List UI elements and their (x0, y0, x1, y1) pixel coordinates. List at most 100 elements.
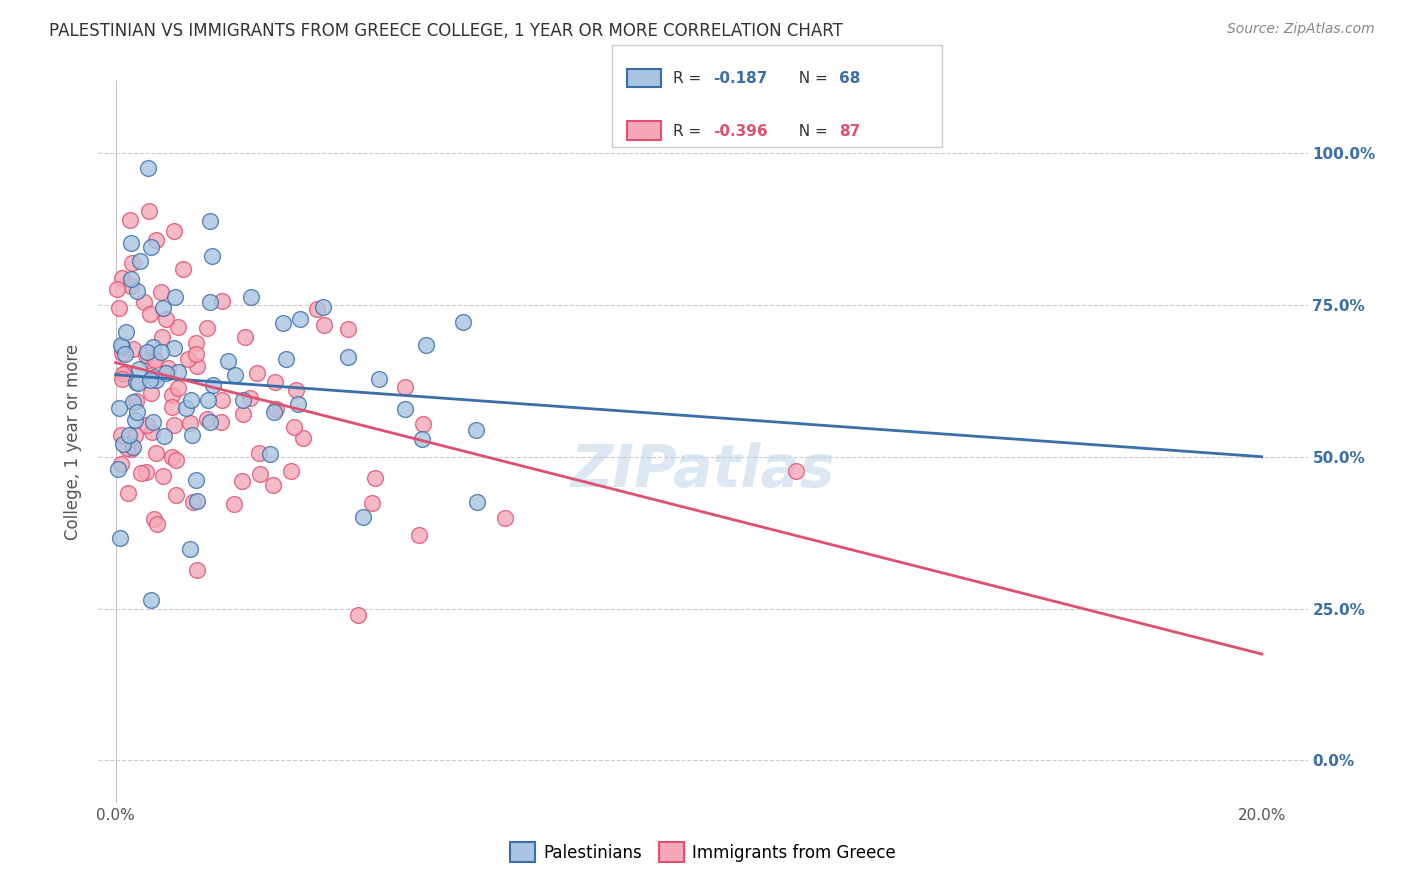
Point (408, 527, 430, 541)
Point (115, 325, 138, 339)
Point (142, 416, 165, 430)
Point (127, 376, 149, 390)
Point (157, 360, 180, 375)
Point (114, 366, 136, 380)
Point (124, 413, 146, 427)
Point (785, 464, 807, 478)
Point (145, 446, 167, 460)
Point (233, 330, 256, 344)
Point (162, 450, 184, 465)
Point (464, 423, 486, 437)
Point (415, 338, 437, 352)
Point (163, 417, 186, 432)
Point (346, 608, 368, 623)
Point (202, 377, 225, 392)
Point (139, 239, 162, 253)
Point (165, 487, 187, 501)
Point (138, 307, 160, 321)
Point (186, 359, 208, 374)
Point (494, 510, 516, 524)
Point (124, 394, 146, 409)
Point (132, 294, 155, 309)
Point (167, 381, 190, 395)
Point (264, 402, 287, 417)
Point (155, 311, 177, 326)
Point (160, 400, 183, 414)
Point (200, 415, 222, 429)
Point (150, 345, 173, 359)
Point (288, 311, 311, 326)
Point (271, 316, 294, 330)
Point (195, 411, 218, 425)
Point (108, 301, 131, 315)
Point (117, 442, 139, 456)
Text: -0.396: -0.396 (713, 124, 768, 138)
Point (246, 366, 269, 380)
Point (155, 366, 177, 380)
Point (163, 224, 186, 238)
Point (110, 457, 132, 471)
Point (141, 593, 163, 607)
Point (263, 404, 285, 418)
Point (135, 465, 157, 479)
Point (111, 271, 134, 285)
Point (239, 391, 262, 405)
Point (131, 466, 153, 480)
Point (136, 417, 159, 432)
Point (121, 256, 143, 270)
Point (364, 471, 387, 485)
Text: N =: N = (789, 124, 832, 138)
Point (336, 322, 359, 336)
Point (111, 437, 134, 451)
Text: 87: 87 (839, 124, 860, 138)
Point (143, 353, 166, 368)
Point (143, 370, 166, 384)
Point (105, 282, 128, 296)
Point (150, 330, 173, 344)
Point (163, 341, 186, 355)
Point (264, 375, 287, 389)
Point (129, 254, 152, 268)
Point (217, 353, 239, 368)
Point (167, 365, 190, 379)
Point (284, 383, 307, 397)
Point (394, 379, 416, 393)
Point (240, 290, 263, 304)
Point (146, 517, 169, 532)
Point (394, 402, 416, 417)
Point (122, 395, 145, 409)
Point (231, 474, 253, 488)
Point (249, 467, 271, 482)
Point (195, 321, 218, 335)
Point (110, 531, 132, 545)
Point (145, 233, 167, 247)
Point (165, 452, 187, 467)
Point (262, 478, 284, 492)
Point (160, 388, 183, 402)
Point (122, 441, 145, 455)
Point (181, 495, 204, 509)
Point (120, 235, 142, 250)
Point (259, 447, 281, 461)
Point (138, 373, 160, 387)
Point (125, 376, 148, 390)
Point (117, 486, 139, 500)
Point (114, 346, 136, 360)
Point (135, 344, 157, 359)
Point (145, 373, 167, 387)
Point (118, 212, 141, 227)
Text: 68: 68 (839, 71, 860, 86)
Point (209, 415, 232, 429)
Point (135, 348, 157, 362)
Point (177, 351, 200, 366)
Point (352, 509, 374, 524)
Point (172, 261, 194, 276)
Point (184, 336, 207, 351)
Point (125, 284, 148, 298)
Point (197, 392, 219, 407)
Text: -0.187: -0.187 (713, 71, 768, 86)
Point (121, 343, 143, 357)
Point (118, 428, 141, 442)
Point (152, 468, 174, 483)
Point (198, 214, 221, 228)
